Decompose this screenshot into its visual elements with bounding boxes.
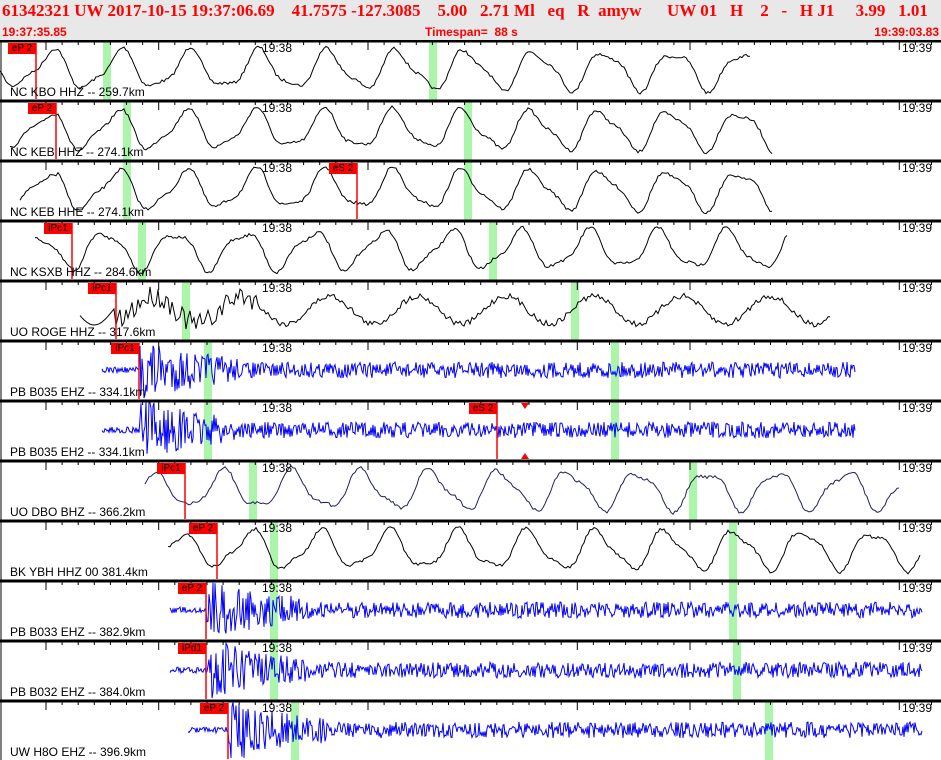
channel-trace[interactable] (0, 40, 941, 100)
station-label: NC KEB HHE -- 274.1km (10, 205, 145, 219)
channel-trace[interactable] (0, 579, 941, 640)
pick-label[interactable]: eP 2 (8, 43, 36, 54)
time-label: 19:39 (902, 341, 933, 355)
time-label: 19:39 (902, 281, 933, 295)
station-label: PB B032 EHZ -- 384.0km (10, 685, 146, 699)
channel-trace[interactable] (0, 99, 941, 160)
time-label: 19:39 (902, 461, 933, 475)
pick-label[interactable]: iPc1 (111, 343, 139, 354)
channel-trace[interactable] (0, 519, 941, 580)
channel-trace[interactable] (0, 279, 941, 340)
waveform (144, 465, 900, 515)
waveform (169, 641, 923, 699)
time-label: 19:39 (902, 401, 933, 415)
event-header: 61342321 UW 2017-10-15 19:37:06.69 41.75… (0, 0, 941, 40)
time-label: 19:38 (262, 41, 293, 55)
pick-label[interactable]: eS 2 (329, 163, 357, 174)
time-label: 19:38 (262, 461, 293, 475)
phase-window (489, 220, 497, 280)
phase-window (571, 280, 579, 340)
pick-label[interactable]: eP 2 (200, 703, 228, 714)
station-label: UO DBO BHZ -- 366.2km (10, 505, 146, 519)
phase-window (249, 460, 257, 520)
station-label: PB B033 EHZ -- 382.9km (10, 625, 146, 639)
phase-window (689, 460, 697, 520)
pick-label[interactable]: eS 2 (469, 403, 497, 414)
pick-label[interactable]: iPc1 (44, 223, 72, 234)
station-label: BK YBH HHZ 00 381.4km (10, 565, 148, 579)
station-label: NC KBO HHZ -- 259.7km (10, 85, 145, 99)
phase-window (270, 580, 278, 640)
time-label: 19:39 (902, 521, 933, 535)
waveform (101, 345, 856, 399)
phase-window (464, 100, 472, 160)
phase-window (611, 340, 619, 400)
phase-window (270, 520, 278, 580)
end-time: 19:39:03.83 (874, 25, 939, 39)
station-label: UW H8O EHZ -- 396.9km (10, 745, 147, 759)
waveform (19, 166, 773, 215)
waveform-panel[interactable] (0, 40, 941, 760)
phase-window (182, 280, 190, 340)
pick-label[interactable]: eP 2 (189, 523, 217, 534)
time-label: 19:39 (902, 41, 933, 55)
phase-window (464, 160, 472, 220)
time-label: 19:39 (902, 581, 933, 595)
time-label: 19:39 (902, 641, 933, 655)
phase-window (729, 520, 737, 580)
channel-trace[interactable] (0, 459, 941, 520)
time-label: 19:38 (262, 161, 293, 175)
time-label: 19:39 (902, 101, 933, 115)
time-label: 19:39 (902, 161, 933, 175)
time-label: 19:38 (262, 281, 293, 295)
waveform (187, 702, 923, 759)
time-label: 19:39 (902, 701, 933, 715)
channel-trace[interactable] (0, 639, 941, 700)
phase-window (138, 220, 146, 280)
phase-window (123, 160, 131, 220)
time-label: 19:38 (262, 581, 293, 595)
time-label: 19:38 (262, 341, 293, 355)
phase-window (765, 700, 773, 760)
waveform (34, 225, 788, 275)
time-label: 19:38 (262, 701, 293, 715)
phase-window (204, 340, 212, 400)
pick-label[interactable]: iPc1 (157, 463, 185, 474)
phase-window (729, 580, 737, 640)
pick-label[interactable]: iPd1 (178, 643, 206, 654)
phase-window (270, 640, 278, 700)
waveform (0, 45, 751, 95)
pick-label[interactable]: eP 2 (28, 103, 56, 114)
pick-label[interactable]: eP 2 (178, 583, 206, 594)
time-label: 19:38 (262, 521, 293, 535)
waveform (169, 582, 923, 634)
channel-trace[interactable] (0, 699, 941, 760)
phase-window (429, 40, 437, 100)
time-label: 19:38 (262, 401, 293, 415)
station-label: UO ROGE HHZ -- 317.6km (10, 325, 156, 339)
waveform (101, 401, 856, 454)
time-label: 19:38 (262, 641, 293, 655)
station-label: PB B035 EHZ -- 334.1km (10, 385, 146, 399)
channel-trace[interactable] (0, 399, 941, 460)
waveform (79, 286, 831, 330)
event-summary: 61342321 UW 2017-10-15 19:37:06.69 41.75… (2, 1, 928, 20)
channel-trace[interactable] (0, 219, 941, 280)
time-label: 19:38 (262, 221, 293, 235)
time-label: 19:38 (262, 101, 293, 115)
channel-trace[interactable] (0, 159, 941, 220)
station-label: NC KEB HHZ -- 274.1km (10, 145, 144, 159)
pick-label[interactable]: iPc1 (88, 283, 116, 294)
channel-trace[interactable] (0, 339, 941, 400)
station-label: PB B035 EH2 -- 334.1km (10, 445, 145, 459)
time-label: 19:39 (902, 221, 933, 235)
timespan: Timespan= 88 s (425, 25, 518, 39)
start-time: 19:37:35.85 (2, 25, 67, 39)
waveform (167, 526, 921, 575)
phase-window (123, 100, 131, 160)
station-label: NC KSXB HHZ -- 284.6km (10, 265, 152, 279)
waveform (9, 105, 773, 155)
